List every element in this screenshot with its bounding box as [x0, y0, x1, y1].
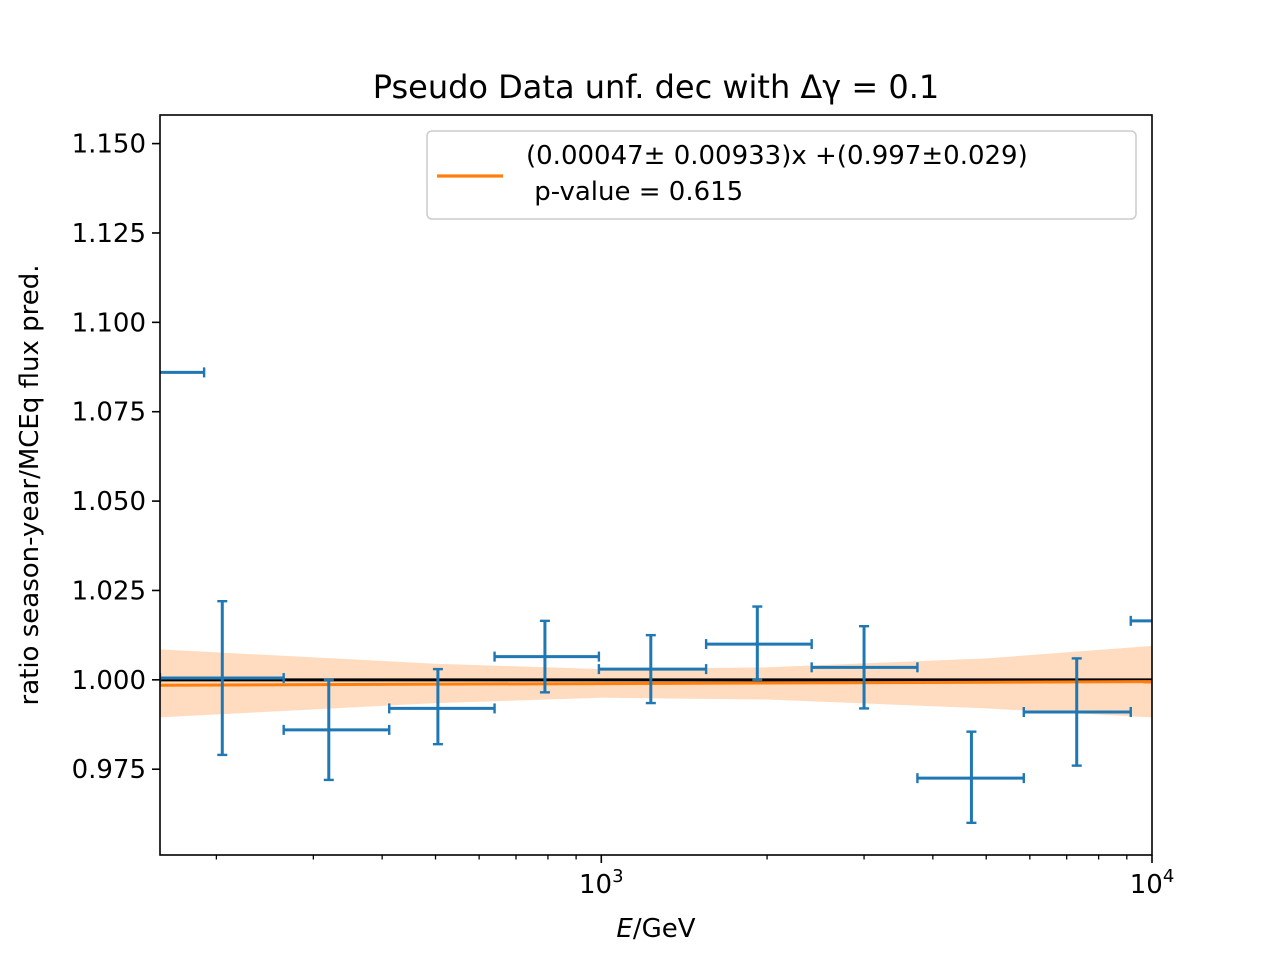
fit-band-layer	[160, 645, 1152, 718]
data-point	[1129, 615, 1152, 626]
plot-area	[159, 114, 1153, 856]
data-point	[388, 667, 496, 746]
x-tick-label-exponent: 3	[612, 866, 623, 887]
data-point	[160, 367, 206, 378]
y-tick-label: 1.150	[72, 130, 146, 160]
fit-line	[160, 680, 1152, 687]
x-tick-label: 103	[579, 866, 624, 900]
data-point	[282, 678, 391, 782]
data-point	[704, 605, 813, 682]
data-point	[1022, 657, 1132, 767]
legend-fit-label-line2: p-value = 0.615	[526, 177, 743, 207]
y-tick-label: 1.100	[72, 308, 146, 338]
y-axis-label: ratio season-year/MCEq flux pred.	[15, 265, 45, 706]
x-axis-label-rest: /GeV	[633, 914, 696, 944]
data-points-layer	[160, 367, 1152, 825]
legend: (0.00047± 0.00933)x +(0.997±0.029) p-val…	[426, 130, 1137, 220]
data-point	[810, 625, 919, 710]
x-axis-label: E/GeV	[616, 914, 695, 944]
y-ticks: 0.975 1.000 1.025 1.050 1.075 1.100 1.125 1.150	[72, 130, 160, 785]
x-axis-label-italic: E	[616, 914, 633, 944]
y-tick-label: 0.975	[72, 755, 146, 785]
fit-line-layer	[160, 680, 1152, 687]
x-minor-ticks	[215, 855, 1128, 860]
x-tick-label: 104	[1130, 866, 1175, 900]
legend-fit-label-line1: (0.00047± 0.00933)x +(0.997±0.029)	[526, 141, 1028, 171]
fit-confidence-band	[160, 645, 1152, 718]
x-tick-label-exponent: 4	[1163, 866, 1174, 887]
y-tick-label: 1.125	[72, 219, 146, 249]
y-tick-label: 1.025	[72, 576, 146, 606]
data-point	[160, 599, 285, 757]
data-point	[916, 730, 1025, 825]
data-point	[597, 633, 708, 705]
y-tick-label: 1.075	[72, 398, 146, 428]
x-axis: 103 104 E/GeV	[215, 855, 1174, 944]
legend-box	[426, 130, 1137, 220]
y-tick-label: 1.050	[72, 487, 146, 517]
x-tick-label-base: 10	[1130, 870, 1163, 900]
x-major-ticks: 103 104	[579, 855, 1174, 900]
y-tick-label: 1.000	[72, 666, 146, 696]
data-point	[493, 619, 601, 694]
chart-title: Pseudo Data unf. dec with Δγ = 0.1	[373, 68, 940, 106]
plot-frame	[159, 114, 1153, 856]
x-tick-label-base: 10	[579, 870, 612, 900]
y-axis: 0.975 1.000 1.025 1.050 1.075 1.100 1.125 1.150…	[15, 130, 160, 785]
